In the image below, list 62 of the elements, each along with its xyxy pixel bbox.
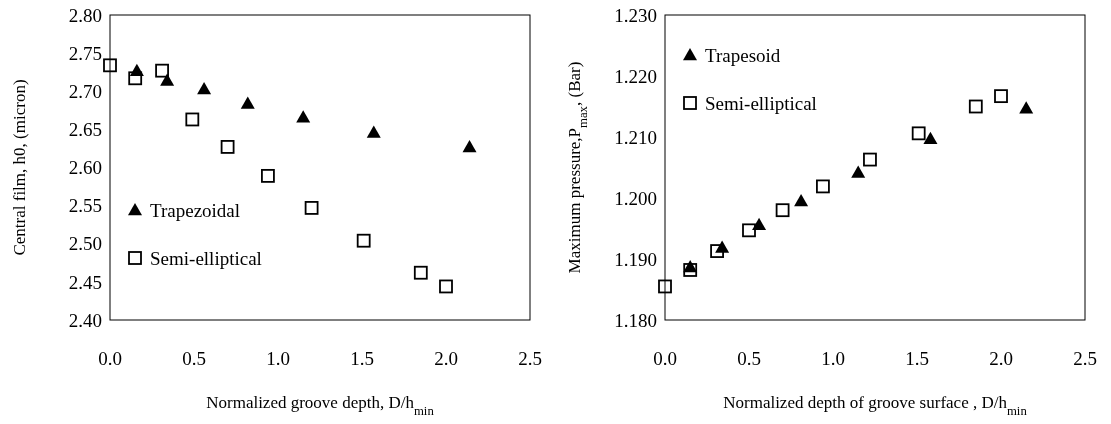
legend-label: Semi-elliptical xyxy=(705,92,817,114)
point xyxy=(968,99,983,114)
point xyxy=(683,263,698,277)
point xyxy=(851,165,866,178)
x-tick-label: 0.0 xyxy=(653,348,677,369)
y-tick-label: 2.65 xyxy=(68,119,102,141)
point xyxy=(923,131,938,145)
x-tick-label: 1.5 xyxy=(350,348,374,369)
point xyxy=(863,152,877,167)
point xyxy=(816,179,830,194)
point xyxy=(296,110,311,123)
y-tick-label: 1.190 xyxy=(614,248,657,270)
y-tick-label: 2.45 xyxy=(68,271,102,293)
x-tick-label: 1.0 xyxy=(266,348,290,369)
x-axis-title: Normalized groove depth, D/h$_{min}$ xyxy=(206,393,435,418)
point xyxy=(304,201,319,215)
x-tick-label: 2.0 xyxy=(434,348,458,369)
y-tick-label: 2.60 xyxy=(68,157,102,179)
y-tick-label: 1.180 xyxy=(614,309,657,331)
point xyxy=(197,81,212,95)
legend-label: Trapesoid xyxy=(705,44,781,66)
y-tick-label: 1.210 xyxy=(614,126,657,148)
point xyxy=(413,265,428,280)
y-tick-label: 2.70 xyxy=(68,80,102,102)
point xyxy=(1019,101,1034,114)
x-tick-label: 1.0 xyxy=(821,348,845,369)
point xyxy=(462,139,477,153)
y-axis-title: Central film, h0, (micron) xyxy=(10,79,29,256)
legend-label: Trapezoidal xyxy=(150,199,241,221)
point xyxy=(439,279,453,294)
x-tick-label: 2.0 xyxy=(989,348,1013,369)
legend-label: Semi-elliptical xyxy=(150,247,262,269)
x-tick-label: 1.5 xyxy=(905,348,929,369)
x-tick-label: 2.5 xyxy=(518,348,542,369)
y-tick-label: 2.50 xyxy=(68,233,102,255)
point xyxy=(775,203,790,218)
x-tick-label: 0.0 xyxy=(98,348,122,369)
point xyxy=(994,89,1008,104)
point xyxy=(742,223,756,238)
point xyxy=(185,112,200,127)
point xyxy=(356,233,371,248)
x-tick-label: 0.5 xyxy=(182,348,206,369)
point xyxy=(128,71,143,86)
y-tick-label: 2.75 xyxy=(68,42,102,64)
y-tick-label: 2.80 xyxy=(68,4,102,26)
y-tick-label: 1.220 xyxy=(614,65,657,87)
point xyxy=(658,279,672,294)
point xyxy=(155,63,169,78)
point xyxy=(794,194,809,207)
y-tick-label: 1.230 xyxy=(614,4,657,26)
x-tick-label: 2.5 xyxy=(1073,348,1097,369)
y-tick-label: 2.40 xyxy=(68,309,102,331)
point xyxy=(261,168,275,183)
y-tick-label: 2.55 xyxy=(68,195,102,217)
point xyxy=(240,96,255,109)
y-tick-label: 1.200 xyxy=(614,187,657,209)
point xyxy=(911,126,926,141)
point xyxy=(366,125,381,138)
x-axis-title: Normalized depth of groove surface , D/h$_{min}$ xyxy=(723,393,1028,418)
point xyxy=(103,58,117,73)
point xyxy=(220,140,235,154)
x-tick-label: 0.5 xyxy=(737,348,761,369)
